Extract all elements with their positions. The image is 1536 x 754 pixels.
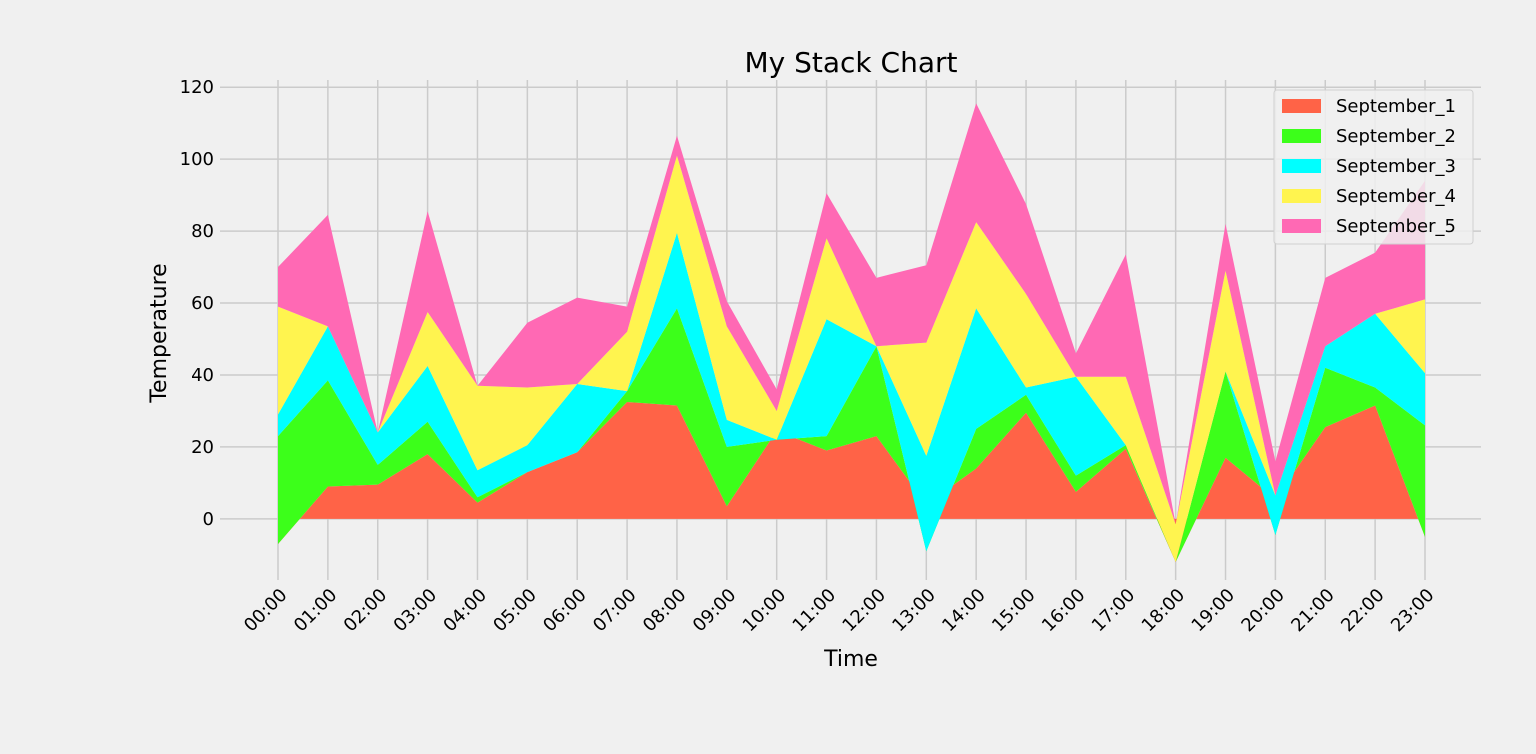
x-tick-label: 18:00 [1138,585,1190,637]
legend: September_1 September_2 September_3 Septemb… [1273,89,1474,245]
x-tick-label: 06:00 [539,585,591,637]
x-tick-label: 00:00 [240,585,292,637]
x-tick-label: 03:00 [390,585,442,637]
x-tick-label: 16:00 [1038,585,1090,637]
areas [278,103,1425,563]
x-tick-label: 05:00 [489,585,541,637]
legend-swatch [1282,159,1321,173]
x-tick-label: 17:00 [1088,585,1140,637]
x-tick-label: 10:00 [739,585,791,637]
legend-entry: September_4 [1336,186,1456,207]
y-axis-label: Temperature [147,263,172,403]
x-tick-label: 04:00 [439,585,491,637]
y-tick-label: 80 [191,221,214,242]
x-tick-label: 13:00 [888,585,940,637]
y-tick-label: 120 [180,77,214,98]
x-tick-label: 07:00 [589,585,641,637]
x-tick-label: 15:00 [988,585,1040,637]
x-tick-label: 20:00 [1237,585,1289,637]
legend-swatch [1282,129,1321,143]
x-tick-label: 23:00 [1387,585,1439,637]
x-tick-label: 08:00 [639,585,691,637]
legend-entry: September_5 [1336,216,1456,237]
x-axis-label: Time [823,647,878,672]
x-tick-label: 11:00 [789,585,841,637]
y-tick-label: 100 [180,149,214,170]
x-tick-label: 21:00 [1287,585,1339,637]
area-september-2 [278,308,1425,563]
legend-entry: September_3 [1336,156,1456,177]
x-tick-label: 19:00 [1188,585,1240,637]
legend-entry: September_1 [1336,96,1456,117]
legend-swatch [1282,189,1321,203]
area-september-1 [278,401,1425,563]
x-tick-label: 09:00 [689,585,741,637]
x-tick-label: 14:00 [938,585,990,637]
y-tick-label: 20 [191,437,214,458]
area-september-4 [278,155,1425,563]
legend-entry: September_2 [1336,126,1456,147]
x-tick-label: 22:00 [1337,585,1389,637]
y-tick-label: 40 [191,365,214,386]
legend-swatch [1282,99,1321,113]
y-tick-label: 0 [203,509,214,530]
chart-title: My Stack Chart [745,46,958,79]
y-tick-label: 60 [191,293,214,314]
x-tick-label: 12:00 [838,585,890,637]
x-tick-label: 02:00 [340,585,392,637]
legend-swatch [1282,219,1321,233]
legend-box [1273,89,1474,245]
x-tick-label: 01:00 [290,585,342,637]
